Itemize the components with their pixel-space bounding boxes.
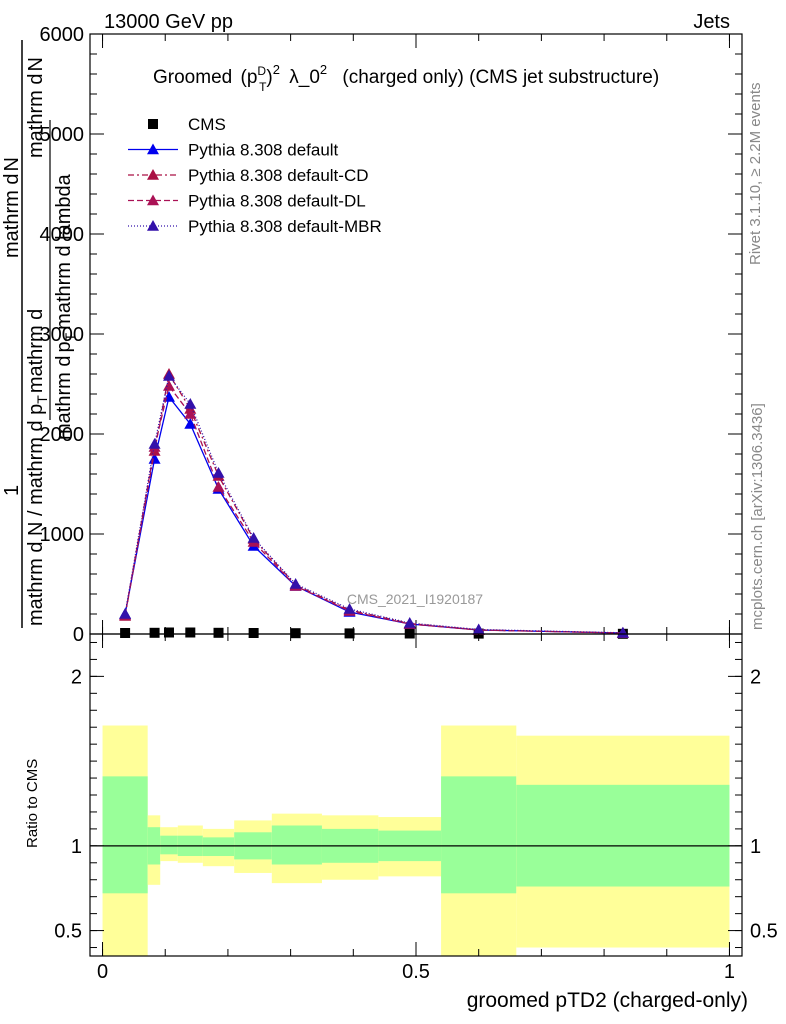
data-point-dl: [184, 408, 197, 419]
legend-label-cd: Pythia 8.308 default-CD: [188, 166, 369, 185]
x-tick-label: 0: [97, 961, 108, 983]
data-point-cms: [213, 627, 224, 638]
data-point-cms: [248, 628, 259, 638]
data-point-mbr: [119, 608, 132, 619]
ylabel-inner-den-lambda: mathrm d lambda: [53, 173, 75, 329]
title-p-sub: T: [259, 80, 267, 94]
main-y-tick-label: 3000: [40, 324, 85, 346]
ylabel-den-rest: mathrm d: [25, 309, 47, 393]
series-mbr: [119, 370, 629, 638]
ylabel-denominator: mathrm d N / mathrm d pTmathrm d: [25, 309, 50, 626]
ratio-band-inner: [441, 776, 517, 894]
title-p-sup: D: [257, 64, 266, 78]
rivet-version-label: Rivet 3.1.10, ≥ 2.2M events: [747, 83, 764, 266]
legend-label-cms: CMS: [188, 115, 226, 134]
data-point-cms: [149, 627, 160, 638]
title-p-square: 2: [273, 62, 280, 77]
legend-marker-default: [147, 143, 159, 155]
data-point-default: [162, 391, 175, 402]
ylabel-num-N: N: [1, 157, 23, 171]
data-point-mbr: [616, 626, 629, 638]
ratio-y-tick-label-right: 1: [750, 836, 761, 858]
data-point-mbr: [403, 617, 416, 628]
ratio-bands: [90, 725, 742, 956]
data-point-mbr: [472, 623, 485, 635]
ratio-axes: 0.5 0.5 1 1 2 2 0 0.5 1: [54, 633, 778, 983]
legend-label-mbr: Pythia 8.308 default-MBR: [188, 217, 382, 236]
title-lambda-sup: 2: [320, 62, 327, 77]
header-left: 13000 GeV pp: [104, 11, 233, 33]
x-tick-label: 0.5: [402, 961, 430, 983]
ylabel-inner-d: mathrm d: [25, 74, 47, 158]
ylabel-one: 1: [1, 485, 23, 496]
data-point-mbr: [289, 578, 302, 589]
ratio-band-inner: [160, 835, 178, 855]
title-rest: (charged only) (CMS jet substructure): [342, 67, 659, 88]
data-point-mbr: [343, 603, 356, 614]
ylabel-inner-N: N: [25, 57, 47, 71]
data-point-mbr: [247, 532, 260, 543]
data-point-dl: [162, 380, 175, 391]
data-point-default: [184, 418, 197, 429]
ylabel-inner-den-p: p: [53, 341, 75, 352]
main-y-tick-label: 0: [73, 624, 84, 646]
legend-marker-dl: [147, 194, 159, 206]
title-paren-open: (: [240, 67, 247, 88]
ylabel-numerator: mathrm d N: [1, 157, 23, 258]
ylabel-inner-den-T: T: [62, 332, 78, 341]
data-point-cms: [163, 627, 174, 638]
ratio-band-inner: [516, 784, 730, 887]
data-point-cms: [290, 628, 301, 639]
main-y-tick-label: 5000: [40, 124, 85, 146]
mcplots-label: mcplots.cern.ch [arXiv:1306.3436]: [749, 403, 766, 630]
title-groomed: Groomed: [153, 67, 232, 88]
main-y-tick-label: 2000: [40, 424, 85, 446]
main-y-tick-label: 6000: [40, 24, 85, 46]
main-axes: 0 1000 2000 3000 4000 5000 6000: [40, 24, 743, 646]
header-right: Jets: [693, 11, 730, 33]
legend-marker-cms: [148, 119, 158, 129]
ratio-y-tick-label-right: 0.5: [750, 921, 778, 943]
ylabel-inner-den: mathrm d pTmathrm d lambda: [53, 173, 78, 440]
ylabel-den-text: mathrm d N / mathrm d p: [25, 404, 47, 626]
plot-title: Groomed (pD T)2 λ_02 (charged only) (CMS …: [153, 58, 659, 94]
ylabel-den-sub: T: [34, 395, 50, 404]
title-lambda: λ_0: [289, 67, 320, 88]
data-point-mbr: [184, 398, 197, 409]
analysis-watermark: CMS_2021_I1920187: [347, 591, 483, 607]
x-tick-label: 1: [724, 961, 735, 983]
series-line-cd: [124, 372, 623, 634]
ylabel-inner-den-d: mathrm d: [53, 356, 75, 440]
data-point-cms: [185, 627, 196, 638]
series-cms: [120, 627, 628, 639]
x-axis-label: groomed pTD2 (charged-only): [467, 989, 748, 1012]
ratio-y-tick-label: 2: [71, 666, 82, 688]
title-p: p: [247, 67, 258, 88]
ratio-band-inner: [202, 837, 235, 857]
data-point-cms: [120, 628, 131, 638]
series-line-dl: [124, 384, 623, 634]
legend-marker-mbr: [147, 220, 159, 231]
data-point-mbr: [212, 467, 225, 478]
legend-marker-cd: [147, 169, 159, 180]
ratio-y-tick-label-right: 2: [750, 666, 761, 688]
ratio-y-tick-label: 0.5: [54, 921, 82, 943]
title-paren-close: ): [266, 67, 272, 88]
legend-label-dl: Pythia 8.308 default-DL: [188, 192, 366, 211]
legend-label-default: Pythia 8.308 default: [188, 141, 339, 160]
data-point-mbr: [148, 438, 161, 449]
data-point-mbr: [162, 370, 175, 381]
ylabel-inner-num: mathrm d N: [25, 57, 47, 158]
legend: CMS Pythia 8.308 default Pythia 8.308 defa…: [128, 115, 382, 236]
data-point-dl: [212, 481, 225, 492]
main-y-axis-label: 1 mathrm dN mathrm d N / mathrm d pTmath…: [1, 40, 78, 628]
main-y-tick-label: 1000: [40, 524, 85, 546]
ratio-y-axis-label: Ratio to CMS: [24, 759, 41, 848]
ratio-band-inner: [102, 776, 148, 894]
ratio-band-inner: [271, 825, 322, 865]
ylabel-num-d: mathrm d: [1, 174, 23, 258]
ratio-y-tick-label: 1: [71, 836, 82, 858]
main-y-tick-label: 4000: [40, 224, 85, 246]
